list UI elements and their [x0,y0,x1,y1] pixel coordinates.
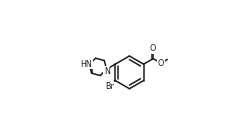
Text: O: O [150,44,156,53]
Text: HN: HN [80,60,92,69]
Text: N: N [104,67,110,76]
Text: O: O [158,59,164,68]
Text: Br: Br [105,82,114,91]
